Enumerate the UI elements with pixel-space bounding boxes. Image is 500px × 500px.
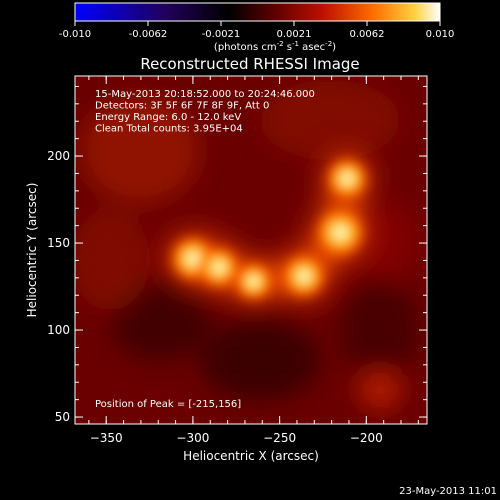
colorbar-tick-labels: -0.010 -0.0062 -0.0021 0.0021 0.0062 0.010: [59, 29, 454, 40]
y-tick-label: 200: [47, 149, 70, 163]
y-axis-label: Heliocentric Y (arcsec): [25, 183, 39, 318]
colorbar-ticks: [74, 21, 441, 26]
source-blob: [323, 155, 371, 203]
colorbar-tick-label: -0.010: [59, 29, 91, 40]
annotation-line: 15-May-2013 20:18:52.000 to 20:24:46.000: [95, 89, 315, 100]
annotation-line: Detectors: 3F 5F 6F 7F 8F 9F, Att 0: [95, 101, 269, 112]
annotations: 15-May-2013 20:18:52.000 to 20:24:46.000…: [95, 89, 315, 135]
x-tick-label: −300: [176, 431, 209, 445]
y-axis: 50 100 150 200: [47, 85, 427, 424]
x-tick-label: −200: [350, 431, 383, 445]
y-tick-label: 150: [47, 236, 70, 250]
source-blob: [279, 251, 329, 301]
x-axis: −350 −300 −250 −200: [88, 76, 419, 445]
colorbar-tick-label: 0.0021: [277, 29, 312, 40]
colorbar-tick-label: -0.0021: [202, 29, 241, 40]
source-blob: [312, 204, 369, 261]
heatmap-image: [75, 76, 427, 424]
peak-label: Position of Peak = [-215,156]: [95, 399, 241, 410]
colorbar-tick-label: -0.0062: [129, 29, 168, 40]
y-tick-label: 100: [47, 323, 70, 337]
colorbar-unit-label: (photons cm-2 s-1 asec-2): [214, 40, 336, 53]
annotation-line: Clean Total counts: 3.95E+04: [95, 124, 243, 135]
annotation-line: Energy Range: 6.0 - 12.0 keV: [95, 112, 241, 123]
footer-date: 23-May-2013 11:01: [399, 486, 497, 497]
x-tick-label: −350: [90, 431, 123, 445]
colorbar-tick-label: 0.0062: [350, 29, 385, 40]
x-tick-label: −250: [263, 431, 296, 445]
plot-frame: [74, 75, 428, 425]
x-axis-label: Heliocentric X (arcsec): [183, 449, 319, 463]
chart-title: Reconstructed RHESSI Image: [140, 55, 359, 73]
source-blob: [232, 259, 276, 303]
source-blob: [195, 243, 243, 291]
colorbar-tick-label: 0.010: [426, 29, 455, 40]
colorbar: [74, 2, 441, 22]
y-tick-label: 50: [55, 410, 70, 424]
